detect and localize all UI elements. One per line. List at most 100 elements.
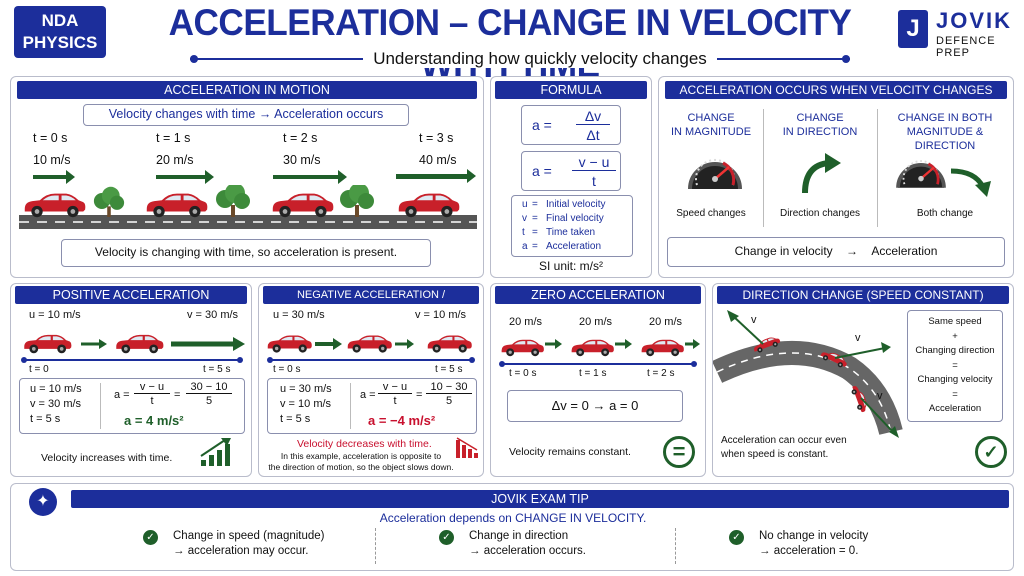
page-title: ACCELERATION – CHANGE IN VELOCITY WITH T… (168, 2, 852, 85)
eq-lhs: a = (360, 389, 376, 401)
step-3-speed: 40 m/s (419, 153, 457, 167)
given-t: t = 5 s (280, 413, 311, 425)
car-icon (146, 193, 208, 218)
nda-physics-badge: NDA PHYSICS (14, 6, 106, 58)
car-icon (398, 193, 460, 218)
negative-note: In this example, acceleration is opposit… (268, 451, 454, 472)
step-1-speed: 20 m/s (156, 153, 194, 167)
step-0-time: t = 0 s (33, 131, 68, 145)
formula-legend: u = Initial velocity v = Final velocity t = Ti… (511, 195, 633, 257)
magnitude-caption: Speed changes (676, 208, 746, 219)
timeline-dot (237, 357, 243, 363)
negative-v: v = 10 m/s (415, 309, 467, 321)
formula-2-lhs: a = (532, 163, 552, 179)
occurs-heading: ACCELERATION OCCURS WHEN VELOCITY CHANGE… (665, 81, 1007, 99)
tip-item-direction: ✓ Change in direction → acceleration occ… (439, 529, 586, 559)
page-subtitle: Understanding how quickly velocity chang… (280, 49, 800, 69)
car-icon (24, 334, 72, 354)
step-2-time: t = 2 s (283, 131, 318, 145)
tree-icon (340, 185, 374, 217)
car-icon (272, 193, 334, 218)
negative-calc: u = 30 m/s v = 10 m/s t = 5 s a = v − u … (267, 378, 477, 434)
equals-icon: = (663, 436, 695, 468)
timeline-dot (267, 357, 273, 363)
formula-1-lhs: a = (532, 117, 552, 133)
formula-1-denominator: Δt (586, 127, 600, 143)
legend-row: a = Acceleration (522, 241, 602, 252)
velocity-label-1: v (751, 314, 757, 326)
zero-caption: Velocity remains constant. (509, 446, 631, 458)
eq-den: t (393, 395, 397, 407)
negative-u: u = 30 m/s (273, 309, 325, 321)
negative-t5: t = 5 s (435, 364, 463, 375)
tip-item-no-change: ✓ No change in velocity → acceleration =… (729, 529, 868, 559)
formula-heading: FORMULA (495, 81, 647, 99)
tip-subheading: Acceleration depends on CHANGE IN VELOCI… (379, 511, 647, 525)
timeline (23, 359, 241, 361)
eq-equals: = (416, 389, 423, 401)
lightbulb-icon: ✦ (29, 488, 57, 516)
velocity-arrow-icon (396, 169, 476, 183)
eq-num: 10 − 30 (426, 381, 472, 394)
speedometer-icon (688, 157, 742, 191)
magnitude-title: CHANGE IN MAGNITUDE (670, 112, 752, 138)
eq-den: 5 (445, 395, 453, 407)
banner-left: Velocity changes with time (108, 107, 256, 121)
zero-panel: ZERO ACCELERATION 20 m/s 20 m/s 20 m/s t… (490, 283, 706, 477)
given-t: t = 5 s (30, 413, 61, 425)
curved-road-scene (713, 310, 903, 438)
motion-panel: ACCELERATION IN MOTION Velocity changes … (10, 76, 484, 278)
given-v: v = 10 m/s (280, 398, 332, 410)
occurs-panel: ACCELERATION OCCURS WHEN VELOCITY CHANGE… (658, 76, 1014, 278)
motion-road-scene (19, 185, 477, 229)
zero-speed-0: 20 m/s (509, 316, 543, 328)
direction-panel: DIRECTION CHANGE (SPEED CONSTANT) v v v … (712, 283, 1014, 477)
positive-u: u = 10 m/s (29, 309, 81, 321)
divider (675, 528, 676, 564)
positive-panel: POSITIVE ACCELERATION u = 10 m/s v = 30 … (10, 283, 252, 477)
check-icon: ✓ (143, 530, 158, 545)
rising-bars-icon (200, 438, 231, 466)
logo-name: JOVIK (936, 8, 1013, 33)
road (19, 215, 477, 229)
legend-row: t = Time taken (522, 227, 596, 238)
falling-bars-icon (456, 437, 478, 458)
timeline-dot (691, 361, 697, 367)
eq-den: t (150, 395, 154, 407)
banner-arrow: → (258, 107, 272, 121)
formula-2-denominator: t (592, 173, 596, 189)
positive-t5: t = 5 s (203, 364, 231, 375)
positive-t0: t = 0 (29, 364, 49, 375)
direction-caption: Direction changes (779, 208, 861, 219)
zero-speed-2: 20 m/s (649, 316, 683, 328)
check-icon: ✓ (439, 530, 454, 545)
direction-heading: DIRECTION CHANGE (SPEED CONSTANT) (717, 286, 1009, 304)
direction-summary-box: Same speed + Changing direction = Changi… (907, 310, 1003, 422)
velocity-label-3: v (877, 390, 883, 402)
banner-right: Acceleration occurs (274, 107, 384, 121)
zero-time-0: t = 0 s (509, 368, 537, 379)
timeline-dot (21, 357, 27, 363)
zero-heading: ZERO ACCELERATION (495, 286, 701, 304)
positive-v: v = 30 m/s (187, 309, 239, 321)
divider (877, 109, 878, 227)
motion-heading: ACCELERATION IN MOTION (17, 81, 477, 99)
tip-item-speed: ✓ Change in speed (magnitude) → accelera… (143, 529, 325, 559)
car-icon (24, 193, 86, 218)
formula-panel: FORMULA a = Δv Δt a = v − u t u = Initial … (490, 76, 652, 278)
step-2-speed: 30 m/s (283, 153, 321, 167)
divider (375, 528, 376, 564)
velocity-arrow-icon (156, 170, 214, 184)
tip-heading: JOVIK EXAM TIP (71, 490, 1009, 508)
zero-scene (501, 339, 700, 357)
velocity-arrow-icon (33, 170, 75, 184)
velocity-arrow-icon (273, 170, 347, 184)
exam-tip-panel: ✦ JOVIK EXAM TIP Acceleration depends on… (10, 483, 1014, 571)
positive-calc: u = 10 m/s v = 30 m/s t = 5 s a = v − u … (19, 378, 245, 434)
timeline (501, 363, 695, 365)
badge-line-1: NDA (41, 11, 79, 30)
negative-scene (267, 335, 472, 353)
timeline-dot (499, 361, 505, 367)
eq-num: v − u (378, 381, 412, 394)
gauge-with-curved-arrow-icon (896, 159, 991, 197)
